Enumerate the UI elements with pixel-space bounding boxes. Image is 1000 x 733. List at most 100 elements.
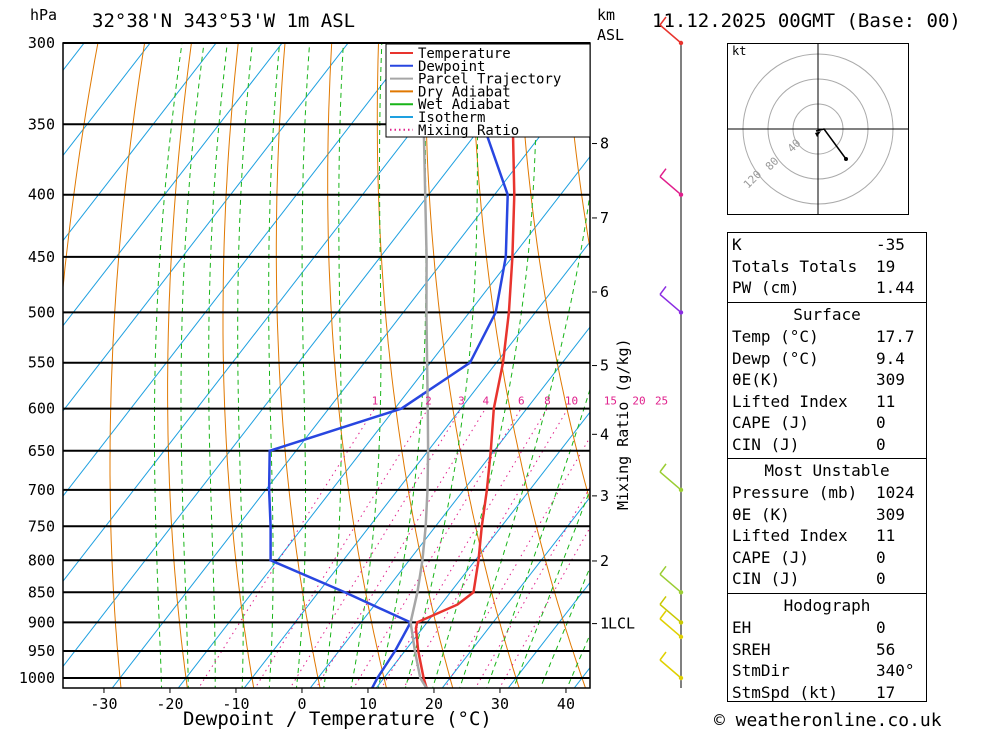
mixing-ratio-line (444, 436, 590, 688)
x-tick-label: -30 (90, 695, 117, 713)
km-tick-label: 4 (600, 425, 609, 443)
wet-adiabat-line (486, 387, 590, 688)
dry-adiabat-line (222, 43, 255, 688)
parcel-trajectory-line (409, 43, 430, 688)
index-row: θE(K) 309 (732, 370, 912, 391)
index-row: PW (cm) 1.44 (732, 278, 915, 299)
wind-barb-flag (659, 16, 667, 26)
wet-adiabat-line (566, 633, 590, 688)
mixing-ratio-label: 2 (425, 395, 432, 408)
indices-table: K -35 Totals Totals 19 PW (cm) 1.44 Surface T… (727, 232, 927, 702)
wet-adiabat-line (404, 43, 479, 688)
dry-adiabat-line (976, 7, 1000, 709)
pressure-tick-label: 750 (28, 517, 55, 535)
isobar-lines: 300 350 400 450 500 550 600 650 700 750 800 850 900 9… (19, 34, 590, 687)
datetime-title: 11.12.2025 00GMT (Base: 00) (652, 10, 961, 32)
surface-title: Surface (793, 305, 861, 324)
legend-entry: Wet Adiabat (418, 97, 511, 113)
x-tick-label: 30 (491, 695, 509, 713)
index-value: 0 (876, 618, 886, 637)
index-key: StmSpd (kt) (732, 682, 838, 702)
index-row: EH 0 (732, 618, 912, 639)
wet-adiabat-line (323, 43, 344, 688)
wind-barb (659, 176, 682, 196)
index-row: SREH 56 (732, 640, 912, 661)
km-label: km (597, 6, 616, 24)
pressure-tick-label: 1000 (19, 669, 55, 687)
index-value: 11 (876, 391, 896, 411)
profile-series (267, 43, 516, 688)
dewpoint-line (267, 43, 509, 688)
x-axis-label: Dewpoint / Temperature (°C) (183, 708, 492, 730)
x-tick-label: -20 (156, 695, 183, 713)
most-unstable-title: Most Unstable (764, 461, 890, 480)
asl-label: ASL (597, 26, 625, 44)
surface-section: Surface Temp (°C) 17.7 Dewp (°C) 9.4 θE(K) 30… (728, 302, 926, 468)
location-title: 32°38'N 343°53'W 1m ASL (92, 10, 356, 32)
index-row: CIN (J) 0 (732, 569, 912, 590)
mixing-ratio-label: 25 (655, 395, 668, 408)
km-tick-label: 5 (600, 357, 609, 375)
axes: -30 -20 -10 0 10 20 30 40 (62, 42, 591, 713)
wind-barb-flag (659, 168, 667, 178)
index-value: 309 (876, 370, 905, 390)
x-tick-label: 40 (557, 695, 575, 713)
dry-adiabat-line (930, 7, 1000, 709)
wet-adiabat-line (513, 488, 590, 688)
wind-barb-flag (659, 651, 667, 661)
credit-link[interactable]: © weatheronline.co.uk (714, 710, 942, 731)
wet-adiabat-line (268, 43, 281, 688)
mixing-ratio-label: 8 (544, 395, 551, 408)
index-key: Pressure (mb) (732, 483, 858, 502)
dry-adiabat-line (275, 43, 321, 688)
index-value: 0 (876, 413, 886, 433)
wind-barb (659, 293, 682, 313)
x-tick-label: 20 (425, 695, 443, 713)
mixing-ratio-lines (198, 408, 590, 688)
pressure-tick-label: 650 (28, 442, 55, 460)
index-value: 0 (876, 569, 886, 589)
mixing-ratio-axis-label: Mixing Ratio (g/kg) (614, 338, 632, 510)
dry-adiabat-line (471, 43, 586, 688)
legend-entry: Temperature (418, 46, 511, 62)
wind-barb-flag (659, 285, 667, 295)
storm-motion-marker (815, 131, 821, 137)
wet-adiabat-line (432, 43, 538, 688)
mixing-ratio-line (353, 408, 522, 688)
index-key: θE(K) (732, 370, 781, 390)
dry-adiabat-line (63, 43, 99, 293)
hodograph-unit-label: kt (732, 44, 747, 58)
legend-entry: Isotherm (418, 110, 485, 126)
index-key: SREH (732, 639, 771, 659)
hodograph-section: Hodograph EH 0 SREH 56 StmDir 340° StmSpd (kt)… (728, 593, 926, 702)
index-key: CIN (J) (732, 569, 800, 589)
index-row: StmSpd (kt) 17 (732, 683, 912, 704)
index-value: 309 (876, 504, 905, 524)
index-value: 17.7 (876, 327, 915, 346)
index-value: 1024 (876, 483, 915, 502)
mixing-ratio-line (198, 408, 376, 688)
pressure-tick-label: 600 (28, 400, 55, 418)
wet-adiabat-line (459, 190, 590, 688)
wet-adiabat-line (180, 43, 205, 688)
index-key: K (732, 235, 742, 254)
hodograph-end-point (844, 157, 848, 161)
index-row: CIN (J) 0 (732, 435, 912, 456)
pressure-tick-label: 550 (28, 354, 55, 372)
index-value: 11 (876, 526, 896, 546)
legend-entry: Parcel Trajectory (418, 72, 561, 88)
pressure-tick-label: 300 (28, 34, 55, 52)
dry-adiabat-line (167, 43, 192, 688)
dry-adiabat-line (109, 43, 146, 688)
pressure-tick-label: 400 (28, 186, 55, 204)
index-row: Dewp (°C) 9.4 (732, 349, 912, 370)
mixing-ratio-label: 4 (482, 395, 489, 408)
pressure-tick-label: 350 (28, 115, 55, 133)
dry-adiabat-line (327, 43, 387, 688)
index-value: 340° (876, 661, 915, 681)
dry-adiabat-line (565, 43, 590, 252)
x-tick-label: -10 (222, 695, 249, 713)
legend-entry: Dewpoint (418, 59, 485, 75)
